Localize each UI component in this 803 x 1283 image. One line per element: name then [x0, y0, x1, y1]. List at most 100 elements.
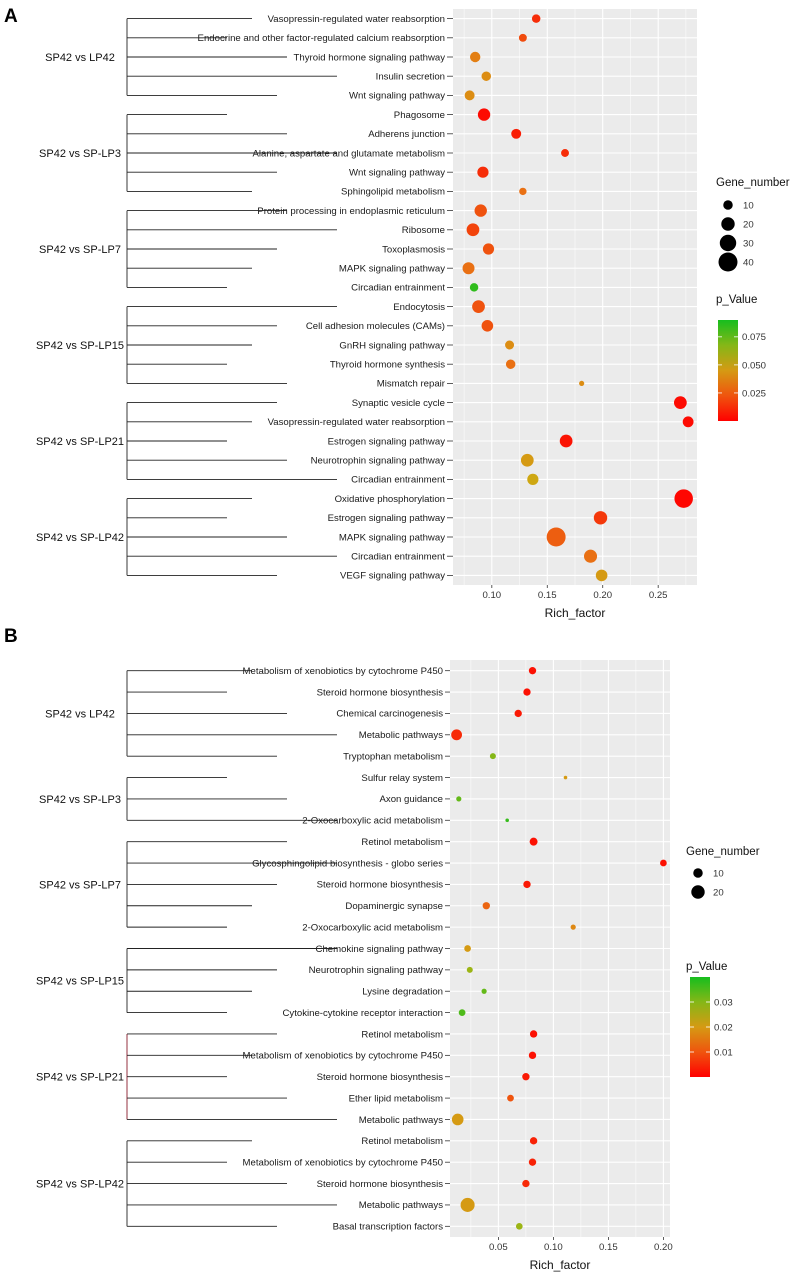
term-label: VEGF signaling pathway — [340, 571, 445, 582]
term-label: Sulfur relay system — [361, 773, 443, 784]
term-label: Oxidative phosphorylation — [335, 494, 445, 505]
data-point — [481, 319, 494, 332]
term-label: Steroid hormone biosynthesis — [317, 687, 444, 698]
term-label: Endocrine and other factor-regulated cal… — [198, 33, 445, 44]
term-label: Mismatch repair — [377, 379, 446, 390]
data-point — [505, 359, 516, 369]
term-label: Chemokine signaling pathway — [316, 944, 444, 955]
group-label: SP42 vs SP-LP7 — [39, 244, 121, 256]
x-tick-label: 0.20 — [654, 1242, 673, 1253]
data-point — [477, 108, 491, 121]
panel-label-b: B — [4, 626, 18, 647]
data-point — [660, 859, 667, 867]
term-label: MAPK signaling pathway — [339, 264, 445, 275]
group-label: SP42 vs SP-LP42 — [36, 532, 124, 544]
data-point — [515, 1222, 523, 1230]
x-tick-label: 0.25 — [649, 590, 668, 601]
x-axis-title: Rich_factor — [545, 606, 606, 620]
term-label: Steroid hormone biosynthesis — [317, 1179, 444, 1190]
group-label: SP42 vs SP-LP15 — [36, 340, 124, 352]
data-point — [522, 1179, 530, 1188]
data-point — [579, 380, 585, 386]
data-point — [460, 1197, 475, 1212]
term-label: Retinol metabolism — [361, 1029, 443, 1040]
data-point — [481, 988, 487, 994]
color-legend-label: 0.075 — [742, 332, 766, 343]
data-point — [451, 1113, 464, 1126]
term-label: Dopaminergic synapse — [345, 901, 443, 912]
data-point — [511, 128, 522, 139]
group-label: SP42 vs SP-LP15 — [36, 976, 124, 988]
size-legend-label: 10 — [743, 201, 754, 212]
term-label: Tryptophan metabolism — [343, 751, 443, 762]
term-label: Metabolic pathways — [359, 730, 443, 741]
term-label: Thyroid hormone signaling pathway — [294, 52, 446, 63]
data-point — [682, 416, 694, 428]
x-tick-label: 0.10 — [482, 590, 501, 601]
data-point — [529, 837, 538, 846]
data-point — [570, 924, 576, 930]
data-point — [523, 688, 531, 696]
data-point — [474, 204, 487, 217]
term-label: Ribosome — [402, 225, 445, 236]
term-label: Retinol metabolism — [361, 1136, 443, 1147]
term-label: Vasopressin-regulated water reabsorption — [268, 417, 445, 428]
term-label: Steroid hormone biosynthesis — [317, 1072, 444, 1083]
data-point — [528, 1051, 537, 1060]
data-point — [593, 511, 608, 525]
term-label: Estrogen signaling pathway — [328, 513, 446, 524]
term-label: 2-Oxocarboxylic acid metabolism — [302, 816, 443, 827]
data-point — [561, 149, 569, 157]
group-label: SP42 vs SP-LP42 — [36, 1179, 124, 1191]
data-point — [531, 14, 541, 23]
term-label: Basal transcription factors — [333, 1222, 444, 1233]
size-legend-label: 20 — [713, 888, 724, 899]
data-point — [518, 33, 527, 42]
data-point — [469, 51, 481, 63]
data-point — [595, 569, 608, 582]
data-point — [528, 667, 537, 675]
data-point — [527, 473, 539, 486]
size-legend-label: 30 — [743, 239, 754, 250]
data-point — [481, 71, 492, 81]
group-label: SP42 vs LP42 — [45, 52, 115, 64]
group-label: SP42 vs SP-LP7 — [39, 879, 121, 891]
term-label: 2-Oxocarboxylic acid metabolism — [302, 922, 443, 933]
data-point — [529, 1030, 538, 1038]
term-label: Protein processing in endoplasmic reticu… — [257, 206, 445, 217]
data-point — [451, 729, 463, 741]
size-legend-label: 40 — [743, 258, 754, 269]
term-label: Metabolism of xenobiotics by cytochrome … — [243, 666, 444, 677]
data-point — [469, 283, 479, 292]
data-point — [482, 902, 490, 910]
data-point — [507, 1094, 514, 1102]
term-label: Lysine degradation — [362, 987, 443, 998]
x-tick-label: 0.05 — [489, 1242, 508, 1253]
data-point — [519, 187, 527, 196]
term-label: Metabolic pathways — [359, 1115, 443, 1126]
term-label: Circadian entrainment — [351, 552, 445, 563]
term-label: Wnt signaling pathway — [349, 91, 445, 102]
size-legend-dot — [719, 234, 737, 252]
size-legend-title: Gene_number — [716, 177, 790, 189]
size-legend-dot — [721, 217, 735, 231]
x-tick-label: 0.15 — [599, 1242, 618, 1253]
size-legend-dot — [723, 200, 733, 210]
color-legend-label: 0.01 — [714, 1047, 733, 1058]
color-legend-label: 0.025 — [742, 388, 766, 399]
term-label: Metabolism of xenobiotics by cytochrome … — [243, 1051, 444, 1062]
data-point — [523, 880, 531, 889]
data-point — [505, 340, 515, 350]
x-tick-label: 0.10 — [544, 1242, 563, 1253]
data-point — [456, 796, 462, 802]
data-point — [464, 945, 471, 952]
size-legend-label: 10 — [713, 869, 724, 880]
term-label: Estrogen signaling pathway — [328, 436, 446, 447]
term-label: Cell adhesion molecules (CAMs) — [306, 321, 445, 332]
data-point — [466, 966, 473, 973]
color-legend-label: 0.02 — [714, 1022, 733, 1033]
color-legend-label: 0.03 — [714, 997, 733, 1008]
color-legend-title: p_Value — [716, 294, 757, 306]
term-label: Toxoplasmosis — [382, 244, 445, 255]
